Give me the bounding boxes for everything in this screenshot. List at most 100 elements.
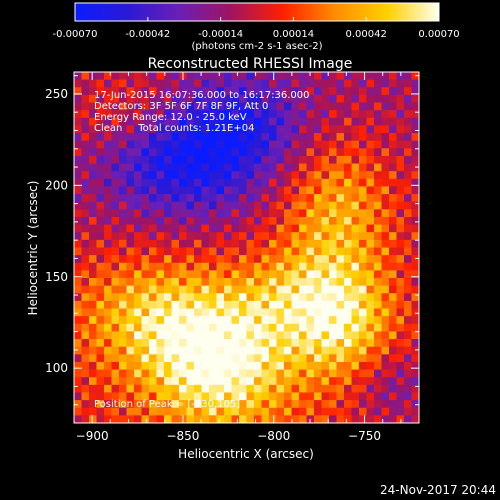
heatmap-cell [344, 316, 352, 325]
heatmap-cell [164, 178, 172, 187]
heatmap-cell [306, 278, 315, 287]
heatmap-cell [389, 323, 397, 332]
heatmap-cell [404, 163, 412, 172]
heatmap-cell [284, 87, 292, 96]
heatmap-cell [119, 316, 127, 325]
heatmap-cell [104, 308, 112, 317]
heatmap-cell [231, 102, 240, 111]
heatmap-cell [164, 110, 172, 119]
heatmap-cell [224, 94, 232, 103]
heatmap-cell [374, 361, 382, 370]
heatmap-cell [149, 133, 157, 142]
heatmap-cell [299, 148, 307, 157]
heatmap-cell [194, 293, 202, 302]
heatmap-cell [96, 216, 105, 226]
heatmap-cell [149, 278, 157, 287]
heatmap-cell [96, 194, 105, 203]
colorbar-tick-label: -0.00070 [53, 29, 98, 40]
heatmap-cell [291, 94, 300, 103]
heatmap-cell [201, 293, 210, 302]
heatmap-cell [81, 201, 90, 210]
heatmap-cell [351, 72, 360, 81]
heatmap-cell [314, 94, 322, 103]
heatmap-cell [141, 216, 150, 226]
heatmap-cell [381, 278, 390, 287]
heatmap-cell [111, 102, 120, 111]
heatmap-cell [246, 346, 255, 355]
heatmap-cell [209, 339, 217, 348]
heatmap-cell [321, 278, 330, 287]
heatmap-cell [261, 125, 270, 134]
heatmap-cell [201, 79, 210, 88]
heatmap-cell [359, 194, 367, 203]
heatmap-cell [359, 79, 367, 88]
heatmap-cell [216, 216, 225, 226]
heatmap-cell [291, 285, 300, 294]
heatmap-cell [396, 300, 405, 309]
heatmap-cell [111, 186, 120, 195]
heatmap-cell [209, 262, 217, 271]
heatmap-cell [396, 224, 405, 233]
heatmap-cell [381, 94, 390, 103]
heatmap-cell [366, 163, 375, 172]
heatmap-cell [194, 354, 202, 363]
heatmap-cell [276, 224, 285, 233]
heatmap-cell [411, 323, 420, 332]
heatmap-cell [81, 247, 90, 256]
heatmap-cell [321, 201, 330, 210]
heatmap-cell [381, 247, 390, 256]
heatmap-cell [216, 247, 225, 256]
heatmap-cell [231, 209, 240, 218]
heatmap-cell [411, 79, 420, 88]
heatmap-cell [186, 323, 195, 332]
heatmap-cell [284, 125, 292, 134]
heatmap-cell [104, 94, 112, 103]
heatmap-cell [126, 186, 135, 195]
heatmap-cell [201, 369, 210, 378]
heatmap-cell [381, 354, 390, 363]
heatmap-cell [366, 155, 375, 164]
heatmap-cell [111, 361, 120, 370]
heatmap-cell [194, 232, 202, 241]
heatmap-cell [246, 308, 255, 317]
heatmap-cell [104, 125, 112, 134]
heatmap-cell [126, 331, 135, 340]
heatmap-cell [89, 163, 97, 172]
heatmap-cell [74, 186, 82, 195]
heatmap-cell [171, 224, 180, 233]
heatmap-cell [156, 79, 165, 88]
heatmap-cell [216, 155, 225, 164]
heatmap-cell [321, 239, 330, 248]
heatmap-cell [374, 163, 382, 172]
heatmap-cell [171, 72, 180, 81]
heatmap-cell [359, 323, 367, 332]
heatmap-cell [306, 369, 315, 378]
heatmap-cell [351, 278, 360, 287]
heatmap-cell [351, 79, 360, 88]
heatmap-cell [404, 377, 412, 386]
heatmap-cell [246, 155, 255, 164]
heatmap-cell [314, 133, 322, 142]
heatmap-cell [96, 285, 105, 294]
heatmap-cell [164, 171, 172, 180]
heatmap-cell [396, 285, 405, 294]
heatmap-cell [239, 278, 247, 287]
heatmap-cell [269, 110, 277, 119]
heatmap-cell [396, 178, 405, 187]
heatmap-cell [96, 224, 105, 233]
heatmap-cell [299, 262, 307, 271]
heatmap-cell [194, 407, 202, 416]
heatmap-cell [209, 178, 217, 187]
heatmap-cell [321, 117, 330, 126]
heatmap-cell [374, 178, 382, 187]
heatmap-cell [344, 186, 352, 195]
heatmap-cell [231, 285, 240, 294]
heatmap-cell [96, 125, 105, 134]
heatmap-cell [291, 354, 300, 363]
heatmap-cell [164, 209, 172, 218]
heatmap-cell [411, 407, 420, 416]
heatmap-cell [89, 308, 97, 317]
heatmap-cell [224, 155, 232, 164]
heatmap-cell [141, 323, 150, 332]
heatmap-cell [351, 102, 360, 111]
